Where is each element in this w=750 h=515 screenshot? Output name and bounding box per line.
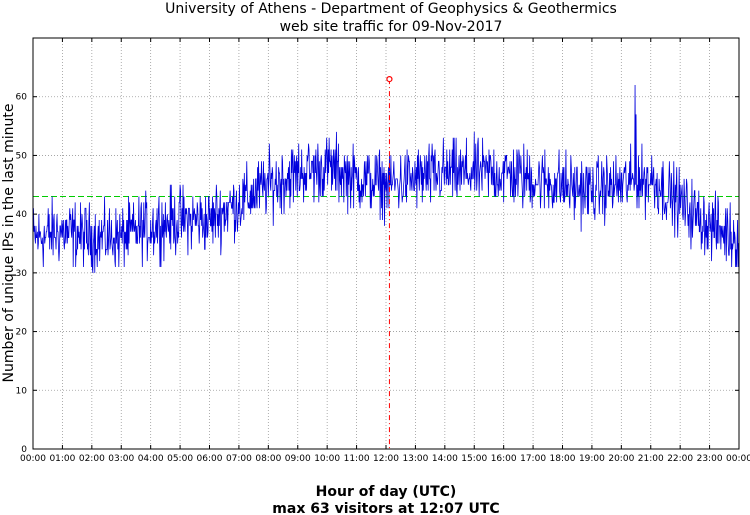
chart-subtitle: web site traffic for 09-Nov-2017: [280, 19, 503, 35]
x-tick-label: 08:00: [255, 454, 281, 464]
x-tick-label: 03:00: [108, 454, 134, 464]
x-tick-label: 17:00: [520, 454, 546, 464]
y-tick-label: 50: [16, 151, 28, 161]
x-tick-label: 20:00: [608, 454, 634, 464]
max-point: [386, 75, 393, 83]
chart-title: University of Athens - Department of Geo…: [165, 1, 617, 17]
y-tick-label: 60: [16, 93, 28, 103]
x-tick-label: 13:00: [402, 454, 428, 464]
y-tick-label: 0: [21, 445, 27, 455]
x-tick-label: 00:00: [20, 454, 46, 464]
x-tick-label: 09:00: [285, 454, 311, 464]
x-tick-label: 10:00: [314, 454, 340, 464]
y-axis-label: Number of unique IPs in the last minute: [1, 104, 17, 383]
axis-ticks: 00:00 01:00 02:00 03:00 04:00 05:00 06:00 07:00…: [16, 38, 750, 464]
x-tick-label: 07:00: [226, 454, 252, 464]
x-tick-label: 22:00: [667, 454, 693, 464]
x-tick-label: 00:00: [726, 454, 750, 464]
y-tick-label: 10: [16, 386, 28, 396]
x-tick-label: 11:00: [344, 454, 370, 464]
plot-frame: [32, 37, 740, 450]
series-group: [32, 84, 739, 273]
x-tick-label: 23:00: [697, 454, 723, 464]
y-tick-label: 30: [16, 269, 28, 279]
x-tick-label: 18:00: [550, 454, 576, 464]
footer-text: max 63 visitors at 12:07 UTC: [272, 501, 499, 515]
x-tick-label: 05:00: [167, 454, 193, 464]
y-tick-label: 40: [16, 210, 28, 220]
series-line: [32, 84, 739, 273]
x-tick-label: 14:00: [432, 454, 458, 464]
x-tick-label: 19:00: [579, 454, 605, 464]
x-tick-label: 21:00: [638, 454, 664, 464]
x-axis-label: Hour of day (UTC): [316, 484, 457, 500]
y-tick-label: 20: [16, 328, 28, 338]
x-tick-label: 02:00: [79, 454, 105, 464]
x-tick-label: 15:00: [461, 454, 487, 464]
x-tick-label: 16:00: [491, 454, 517, 464]
x-tick-label: 06:00: [197, 454, 223, 464]
x-tick-label: 12:00: [373, 454, 399, 464]
x-tick-label: 01:00: [49, 454, 75, 464]
x-tick-label: 04:00: [138, 454, 164, 464]
max-marker-group: [386, 75, 393, 449]
grid-lines: [33, 38, 739, 449]
